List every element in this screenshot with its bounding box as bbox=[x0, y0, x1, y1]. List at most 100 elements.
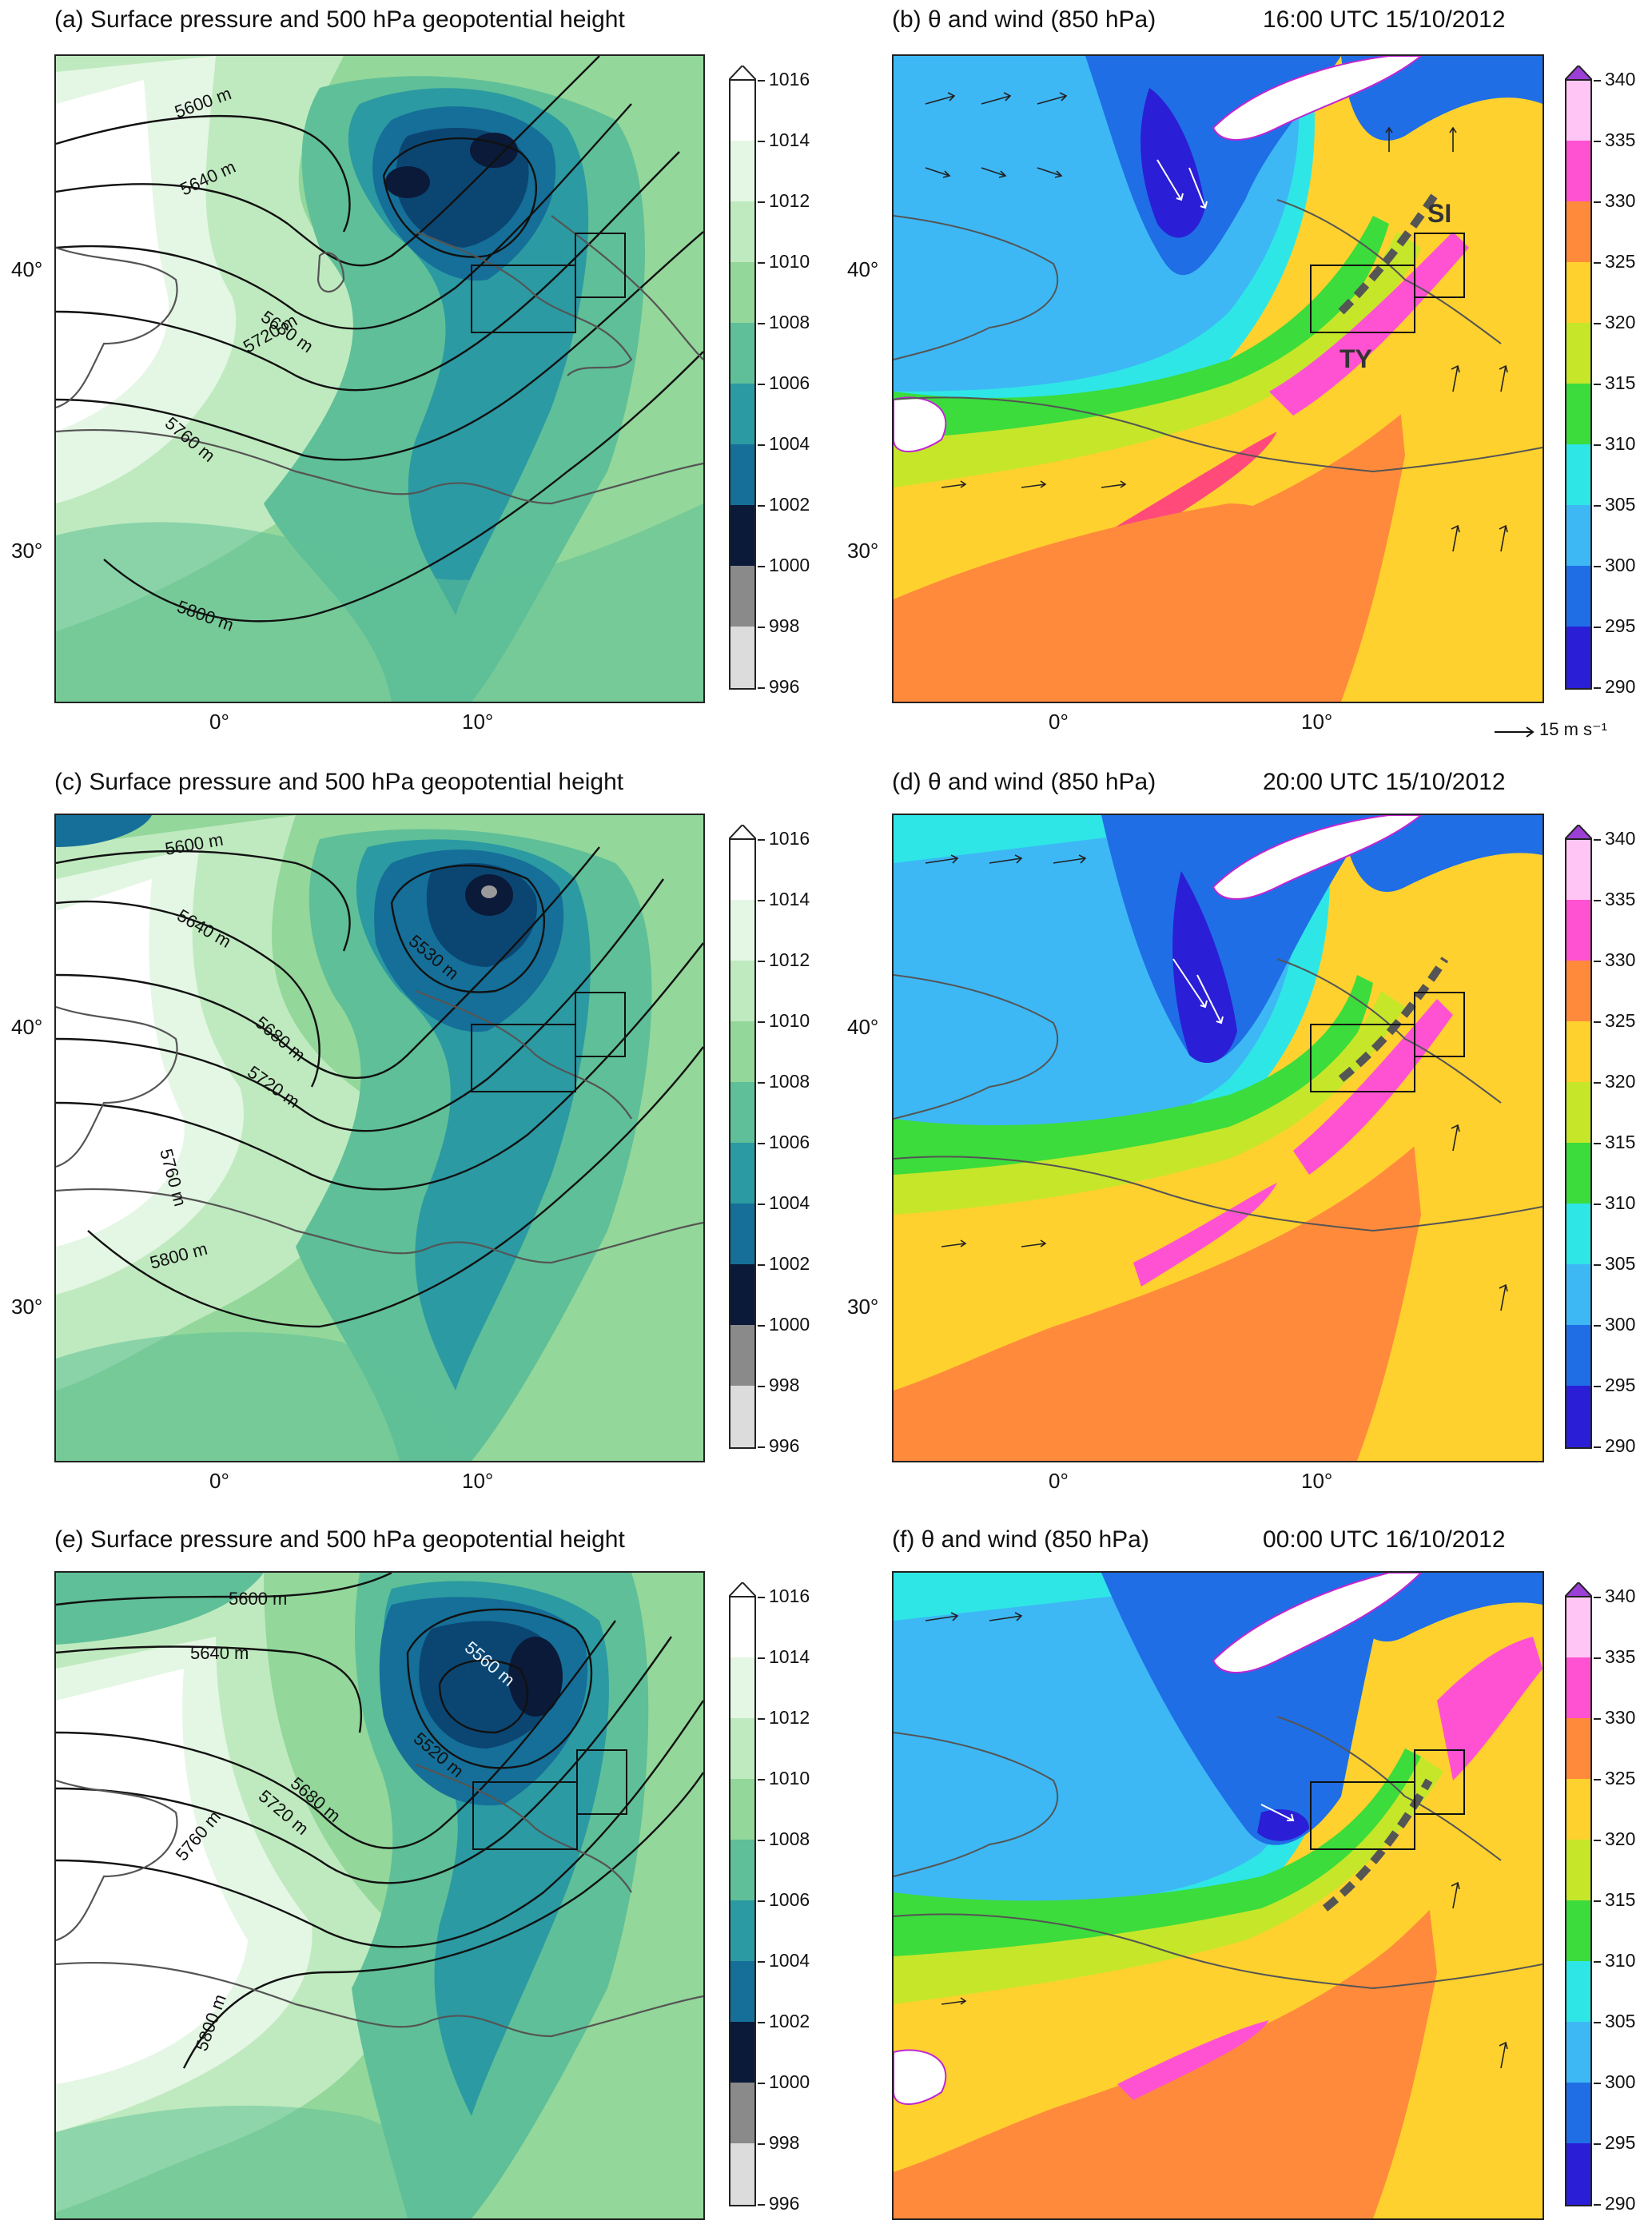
cbar-a-tick-1012: 1012 bbox=[757, 190, 810, 211]
e-contour-5640 bbox=[56, 1645, 363, 1733]
cbar-e-tick-1008: 1008 bbox=[757, 1828, 810, 1849]
cbar-a-1012-1014 bbox=[729, 141, 756, 201]
cbar-f-tick-310: 310 bbox=[1593, 1950, 1636, 1971]
theta-area-290 bbox=[1140, 88, 1205, 238]
pressure-colorbar-c-svg bbox=[726, 823, 758, 1449]
cbar-f-tick-290: 290 bbox=[1593, 2193, 1636, 2214]
c-contour-5530-closed bbox=[390, 865, 545, 993]
vector-reference-label: 15 m s⁻¹ bbox=[1539, 719, 1607, 739]
c-contour-5800 bbox=[87, 1046, 703, 1328]
wind-vector bbox=[925, 854, 959, 864]
cbar-c-1004-1006 bbox=[729, 1143, 756, 1204]
wind-vector bbox=[1499, 2041, 1508, 2069]
wind-vector bbox=[1499, 1283, 1508, 1311]
cbar-a-1008-1010 bbox=[729, 262, 756, 323]
d-theta-320 bbox=[894, 943, 1543, 1391]
c-pressure-low-core bbox=[481, 885, 497, 898]
e-coastline-iberia bbox=[56, 1779, 178, 1942]
coastline-balkans bbox=[551, 215, 703, 360]
cbar-d-extend bbox=[1562, 823, 1594, 840]
f-front-line-dashed bbox=[1322, 1778, 1433, 1912]
cbar-c-1006-1008 bbox=[729, 1082, 756, 1143]
cbar-a-tick-996: 996 bbox=[757, 676, 800, 697]
panel-c-lat-30: 30° bbox=[11, 1295, 43, 1319]
panel-b-svg: SI TY bbox=[894, 56, 1543, 702]
cbar-b-330-335 bbox=[1565, 141, 1592, 201]
wind-vector bbox=[1021, 480, 1047, 488]
panel-b-lon-10: 10° bbox=[1301, 710, 1333, 734]
d-region-box-si bbox=[1414, 992, 1465, 1057]
panel-b-map: SI TY bbox=[892, 54, 1544, 703]
cbar-e-tick-1006: 1006 bbox=[757, 1889, 810, 1910]
d-coastlines bbox=[894, 958, 1543, 1232]
cbar-c-tick-1002: 1002 bbox=[757, 1253, 810, 1274]
e-contour-5600 bbox=[56, 1573, 392, 1606]
c-region-box-ty bbox=[471, 1024, 576, 1092]
cbar-b-tick-325: 325 bbox=[1593, 251, 1636, 272]
f-theta-320-east bbox=[1373, 1765, 1543, 2218]
cbar-c-tick-1010: 1010 bbox=[757, 1010, 810, 1031]
cbar-e-996-998 bbox=[729, 2143, 756, 2206]
coastline-italy bbox=[415, 230, 633, 376]
theta-area-335 bbox=[1269, 232, 1469, 416]
pressure-area-1016 bbox=[56, 80, 169, 432]
d-region-box-ty bbox=[1310, 1024, 1415, 1092]
c-contour-5760 bbox=[56, 942, 703, 1191]
cbar-d-tick-320: 320 bbox=[1593, 1071, 1636, 1092]
pressure-low-center-2 bbox=[470, 133, 518, 168]
pressure-colorbar-c bbox=[726, 823, 758, 1450]
d-wind-vectors-white bbox=[1172, 958, 1224, 1025]
cbar-e-1008-1010 bbox=[729, 1779, 756, 1840]
cbar-a-1010-1012 bbox=[729, 201, 756, 262]
cbar-d-330-335 bbox=[1565, 900, 1592, 961]
cbar-f-305-310 bbox=[1565, 1961, 1592, 2022]
cbar-c-996-998 bbox=[729, 1386, 756, 1448]
e-contour-5760 bbox=[56, 1700, 703, 1948]
cbar-a-1014-1016 bbox=[729, 80, 756, 141]
wind-vector bbox=[925, 167, 951, 178]
cbar-d-315-320 bbox=[1565, 1082, 1592, 1143]
cbar-a-tick-1004: 1004 bbox=[757, 433, 810, 454]
cbar-e-tick-1004: 1004 bbox=[757, 1950, 810, 1971]
cbar-d-325-330 bbox=[1565, 961, 1592, 1021]
cbar-d-tick-340: 340 bbox=[1593, 828, 1636, 849]
wind-vector bbox=[925, 1612, 959, 1621]
wind-vector-white bbox=[1196, 974, 1224, 1025]
coastline-b-italy bbox=[1276, 199, 1502, 344]
contour-5800 bbox=[103, 351, 703, 623]
cbar-e-1002-1004 bbox=[729, 1961, 756, 2022]
cbar-a-tick-1006: 1006 bbox=[757, 372, 810, 393]
c-contour-5680 bbox=[56, 846, 600, 1079]
cbar-a-1002-1004 bbox=[729, 444, 756, 505]
cbar-a-tick-1014: 1014 bbox=[757, 129, 810, 150]
e-pressure-1016 bbox=[56, 1669, 248, 2084]
c-coastlines bbox=[56, 989, 703, 1264]
panel-d-lat-30: 30° bbox=[847, 1295, 879, 1319]
cbar-a-tick-1008: 1008 bbox=[757, 312, 810, 332]
panel-d-title: (d) θ and wind (850 hPa) bbox=[892, 769, 1156, 795]
panel-d-svg bbox=[894, 815, 1543, 1461]
e-contour-5800 bbox=[182, 1772, 703, 2069]
cbar-a-extend bbox=[726, 64, 758, 81]
c-coastline-africa bbox=[56, 1188, 703, 1264]
cbar-f-295-300 bbox=[1565, 2083, 1592, 2143]
cbar-a-1000-1002 bbox=[729, 505, 756, 566]
f-wind-vectors-white bbox=[1260, 1804, 1295, 1821]
wind-vector bbox=[1037, 167, 1063, 178]
d-coastline-iberia bbox=[894, 974, 1059, 1120]
cbar-b-tick-315: 315 bbox=[1593, 372, 1636, 393]
f-region-box-si bbox=[1414, 1749, 1465, 1815]
wind-vector bbox=[1451, 1881, 1460, 1909]
contour-5600 bbox=[56, 114, 351, 233]
e-label-5640: 5640 m bbox=[190, 1643, 249, 1663]
d-mountain-mask-alps bbox=[1212, 815, 1423, 900]
cbar-b-335-340 bbox=[1565, 80, 1592, 141]
cbar-b-315-320 bbox=[1565, 323, 1592, 384]
f-coastline-italy bbox=[1276, 1716, 1502, 1861]
cbar-d-310-315 bbox=[1565, 1143, 1592, 1204]
coastline-b-africa bbox=[894, 396, 1543, 473]
cbar-c-tick-1008: 1008 bbox=[757, 1071, 810, 1092]
cbar-b-tick-290: 290 bbox=[1593, 676, 1636, 697]
wind-vector-white bbox=[1156, 159, 1184, 201]
cbar-f-tick-315: 315 bbox=[1593, 1889, 1636, 1910]
